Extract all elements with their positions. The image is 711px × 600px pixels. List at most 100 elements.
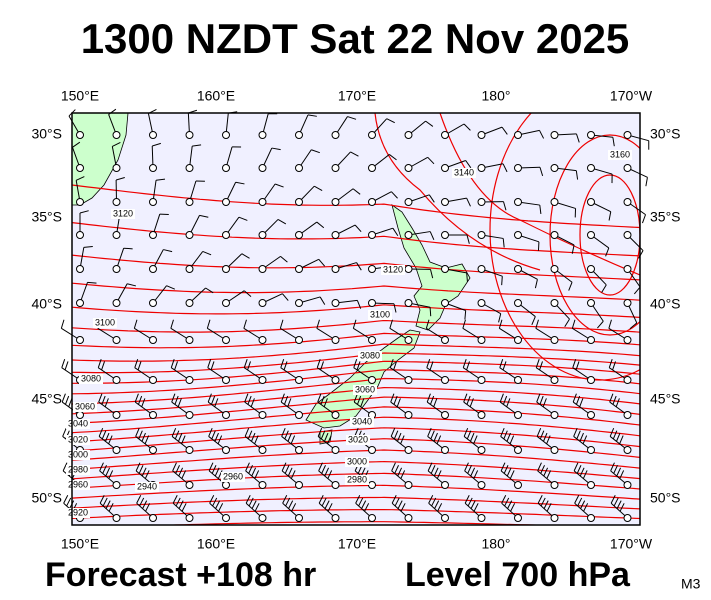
station bbox=[368, 299, 376, 307]
station bbox=[623, 481, 632, 489]
barb-tick bbox=[429, 231, 435, 240]
station bbox=[404, 131, 413, 139]
station bbox=[112, 446, 121, 454]
barb-tick bbox=[537, 495, 543, 504]
contour-line bbox=[72, 304, 640, 318]
lon-label: 160°E bbox=[197, 88, 235, 104]
station bbox=[441, 411, 449, 419]
station bbox=[368, 231, 376, 239]
contour-label: 2980 bbox=[347, 474, 367, 484]
barb-tick bbox=[174, 395, 179, 405]
barb-tick bbox=[425, 319, 430, 329]
station bbox=[404, 336, 413, 344]
contour-label: 2960 bbox=[68, 479, 88, 489]
contour-label: 3000 bbox=[347, 456, 367, 466]
barb-tick bbox=[251, 500, 257, 509]
station bbox=[441, 131, 449, 139]
barb-tick bbox=[282, 293, 289, 301]
barb-tick bbox=[211, 465, 217, 474]
barb-tick bbox=[427, 462, 433, 472]
station bbox=[441, 514, 449, 522]
station bbox=[295, 265, 303, 273]
station bbox=[368, 131, 376, 139]
station bbox=[514, 336, 522, 344]
station bbox=[222, 231, 230, 239]
contour-label-box bbox=[111, 209, 135, 219]
station bbox=[441, 198, 449, 206]
barb-tick bbox=[356, 262, 362, 271]
barb-tick bbox=[535, 319, 539, 329]
barb-tick bbox=[400, 470, 406, 479]
barb-tick bbox=[254, 503, 260, 512]
barb-tick bbox=[436, 470, 442, 479]
station bbox=[514, 411, 522, 419]
barb-tick bbox=[281, 427, 286, 437]
contour-label: 3100 bbox=[370, 309, 390, 319]
barb-tick bbox=[317, 393, 322, 403]
barb-tick bbox=[466, 395, 471, 405]
barb-tick bbox=[171, 393, 176, 403]
barb-tick bbox=[597, 320, 604, 329]
barb-tick bbox=[134, 359, 139, 368]
barb-tick bbox=[571, 319, 576, 329]
station bbox=[112, 299, 121, 307]
station bbox=[258, 231, 267, 239]
station bbox=[222, 514, 230, 522]
barb-tick bbox=[509, 435, 515, 445]
station bbox=[258, 299, 267, 307]
barb-tick bbox=[288, 500, 294, 509]
barb-tick bbox=[353, 393, 358, 403]
barb-tick bbox=[501, 495, 507, 504]
barb-tick bbox=[355, 495, 361, 504]
barb-tick bbox=[503, 465, 509, 474]
barb-tick bbox=[166, 285, 176, 290]
barb-tick bbox=[645, 177, 648, 187]
station bbox=[404, 164, 413, 172]
contour-label: 3080 bbox=[360, 350, 380, 360]
station bbox=[295, 299, 303, 307]
station bbox=[404, 411, 413, 419]
barb-tick bbox=[467, 497, 473, 507]
barb-tick bbox=[247, 395, 252, 405]
title: 1300 NZDT Sat 22 Nov 2025 bbox=[81, 15, 630, 62]
station bbox=[550, 514, 559, 522]
barb-tick bbox=[60, 319, 65, 329]
contour-label: 3000 bbox=[68, 449, 88, 459]
barb-tick bbox=[327, 503, 333, 512]
barb-tick bbox=[105, 432, 110, 442]
barb-tick bbox=[612, 137, 615, 147]
station bbox=[441, 231, 449, 239]
barb-tick bbox=[616, 500, 622, 509]
station bbox=[623, 131, 632, 139]
station bbox=[149, 411, 157, 419]
barb-tick bbox=[72, 141, 81, 148]
station bbox=[331, 231, 340, 239]
barb-tick bbox=[327, 470, 333, 479]
station bbox=[623, 376, 632, 384]
contour-line bbox=[159, 521, 553, 525]
barb-tick bbox=[108, 470, 114, 479]
station bbox=[112, 198, 121, 206]
barb-tick bbox=[127, 283, 137, 287]
lat-label: 50°S bbox=[31, 490, 62, 506]
barb-tick bbox=[601, 284, 607, 293]
barb-tick bbox=[137, 361, 142, 371]
station bbox=[514, 198, 522, 206]
station bbox=[331, 446, 340, 454]
barb-tick bbox=[546, 470, 552, 479]
contour-label-box bbox=[66, 435, 90, 445]
barb-tick bbox=[564, 318, 570, 327]
barb-tick bbox=[244, 393, 249, 403]
barb-tick bbox=[470, 467, 476, 477]
barb-tick bbox=[192, 144, 202, 147]
barb-tick bbox=[115, 177, 125, 181]
barb-tick bbox=[580, 500, 586, 509]
station bbox=[149, 514, 157, 522]
station bbox=[295, 164, 303, 172]
lat-label: 35°S bbox=[650, 209, 681, 225]
station bbox=[623, 265, 632, 273]
station bbox=[404, 446, 413, 454]
contour-line bbox=[72, 332, 640, 349]
contour-line bbox=[72, 406, 640, 434]
barb-tick bbox=[616, 467, 622, 477]
